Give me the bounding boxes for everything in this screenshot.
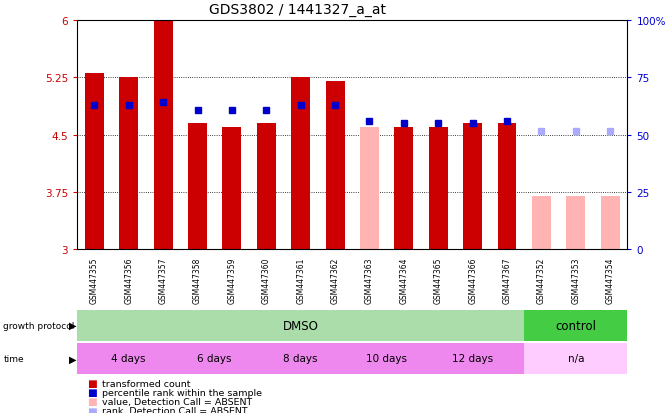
Bar	[325, 82, 344, 250]
Bar	[601, 197, 619, 250]
Text: GSM447362: GSM447362	[331, 256, 340, 303]
Text: growth protocol: growth protocol	[3, 321, 74, 330]
Text: GSM447356: GSM447356	[124, 256, 134, 303]
Text: 8 days: 8 days	[283, 353, 318, 363]
Bar	[223, 128, 242, 250]
Bar	[524, 310, 627, 341]
Bar	[119, 78, 138, 250]
Bar	[77, 310, 524, 341]
Bar	[421, 343, 524, 374]
Text: percentile rank within the sample: percentile rank within the sample	[102, 388, 262, 397]
Bar	[77, 343, 180, 374]
Text: GSM447353: GSM447353	[571, 256, 580, 303]
Bar	[566, 197, 585, 250]
Text: rank, Detection Call = ABSENT: rank, Detection Call = ABSENT	[102, 406, 248, 413]
Text: GSM447363: GSM447363	[365, 256, 374, 303]
Bar	[188, 124, 207, 250]
Text: time: time	[3, 354, 24, 363]
Text: GSM447367: GSM447367	[503, 256, 511, 303]
Text: ▶: ▶	[68, 320, 76, 330]
Text: transformed count: transformed count	[102, 379, 191, 388]
Text: 10 days: 10 days	[366, 353, 407, 363]
Bar	[498, 124, 517, 250]
Bar	[85, 74, 104, 250]
Text: ▶: ▶	[68, 354, 76, 363]
Text: ■: ■	[87, 406, 97, 413]
Bar	[360, 128, 379, 250]
Text: GSM447361: GSM447361	[296, 256, 305, 303]
Bar	[524, 343, 627, 374]
Text: GSM447352: GSM447352	[537, 256, 546, 303]
Bar	[249, 343, 352, 374]
Text: GSM447364: GSM447364	[399, 256, 409, 303]
Bar	[180, 343, 249, 374]
Text: GSM447358: GSM447358	[193, 256, 202, 303]
Text: GSM447357: GSM447357	[158, 256, 168, 303]
Text: GSM447359: GSM447359	[227, 256, 236, 303]
Bar	[429, 128, 448, 250]
Text: control: control	[556, 319, 597, 332]
Text: GSM447360: GSM447360	[262, 256, 271, 303]
Text: GSM447354: GSM447354	[606, 256, 615, 303]
Text: value, Detection Call = ABSENT: value, Detection Call = ABSENT	[102, 397, 252, 406]
Bar	[291, 78, 310, 250]
Text: n/a: n/a	[568, 353, 584, 363]
Text: DMSO: DMSO	[282, 319, 319, 332]
Text: 4 days: 4 days	[111, 353, 146, 363]
Bar	[532, 197, 551, 250]
Bar	[463, 124, 482, 250]
Bar	[154, 21, 172, 250]
Text: ■: ■	[87, 396, 97, 406]
Bar	[352, 343, 421, 374]
Text: 6 days: 6 days	[197, 353, 232, 363]
Bar	[395, 128, 413, 250]
Title: GDS3802 / 1441327_a_at: GDS3802 / 1441327_a_at	[209, 3, 386, 17]
Text: GSM447365: GSM447365	[433, 256, 443, 303]
Text: ■: ■	[87, 378, 97, 388]
Bar	[257, 124, 276, 250]
Text: 12 days: 12 days	[452, 353, 493, 363]
Text: ■: ■	[87, 387, 97, 397]
Text: GSM447355: GSM447355	[90, 256, 99, 303]
Text: GSM447366: GSM447366	[468, 256, 477, 303]
